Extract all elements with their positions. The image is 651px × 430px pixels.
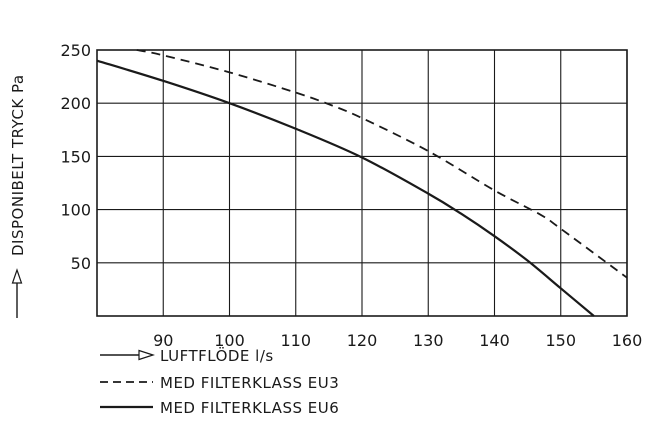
- eu3-series-line: [136, 49, 628, 279]
- y-tick-label: 50: [71, 254, 91, 273]
- x-tick-label: 140: [479, 331, 510, 350]
- y-axis-title: DISPONIBELT TRYCK Pa: [9, 74, 27, 256]
- x-tick-label: 110: [280, 331, 311, 350]
- legend-label: MED FILTERKLASS EU6: [160, 399, 339, 417]
- y-axis-title-group: DISPONIBELT TRYCK Pa: [9, 74, 27, 318]
- legend: MED FILTERKLASS EU3 MED FILTERKLASS EU6: [100, 374, 339, 417]
- y-axis-arrowhead-icon: [11, 268, 23, 284]
- eu6-series-line: [96, 59, 595, 317]
- x-tick-label: 150: [545, 331, 576, 350]
- legend-label: MED FILTERKLASS EU3: [160, 374, 339, 392]
- x-tick-label: 120: [347, 331, 378, 350]
- x-axis-arrowhead-icon: [138, 349, 155, 361]
- x-axis-title-group: LUFTFLÖDE l/s: [100, 346, 274, 365]
- y-tick-label: 250: [60, 41, 91, 60]
- y-tick-labels: 50 100 150 200 250: [60, 41, 91, 273]
- data-series: [96, 49, 628, 317]
- y-tick-label: 150: [60, 147, 91, 166]
- x-axis-title: LUFTFLÖDE l/s: [160, 346, 274, 365]
- y-tick-label: 100: [60, 201, 91, 220]
- x-tick-label: 100: [214, 331, 245, 350]
- x-tick-label: 90: [153, 331, 173, 350]
- y-tick-label: 200: [60, 94, 91, 113]
- plot-frame: [96, 49, 628, 317]
- x-tick-label: 160: [612, 331, 643, 350]
- x-tick-labels: 90 100 110 120 130 140 150 160: [153, 331, 642, 350]
- x-tick-label: 130: [413, 331, 444, 350]
